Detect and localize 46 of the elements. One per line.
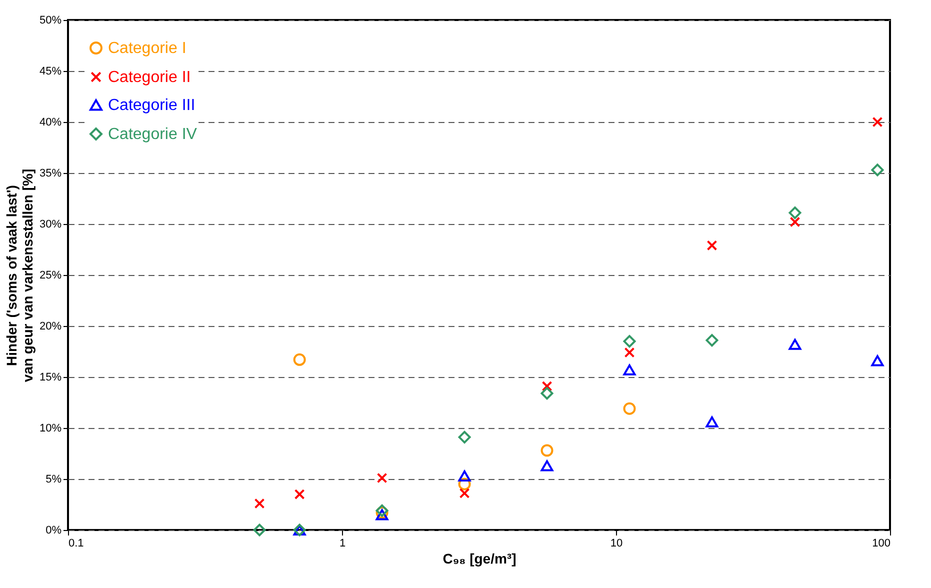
y-tick-label: 5% xyxy=(46,474,62,486)
point xyxy=(706,416,718,428)
y-tick-label: 20% xyxy=(39,320,62,332)
point xyxy=(706,240,718,251)
point xyxy=(540,460,554,472)
y-tick-label: 10% xyxy=(39,422,62,434)
point xyxy=(540,444,554,457)
point xyxy=(788,338,802,350)
point xyxy=(458,478,471,490)
y-tick-label: 45% xyxy=(39,66,62,78)
point xyxy=(623,402,636,415)
point xyxy=(871,164,884,176)
y-tick-label: 50% xyxy=(39,14,62,26)
point xyxy=(623,335,636,348)
point xyxy=(624,347,635,358)
point xyxy=(790,216,800,228)
point xyxy=(294,489,305,500)
y-tick-label: 35% xyxy=(39,168,62,180)
point xyxy=(872,116,883,128)
x-tick-label: 1 xyxy=(339,538,346,550)
x-tick-label: 10 xyxy=(610,538,623,550)
point xyxy=(540,387,554,400)
x-axis-title: C₉₈ [ge/m³] xyxy=(442,550,516,566)
point xyxy=(542,380,552,392)
point xyxy=(871,355,884,366)
y-tick-label: 40% xyxy=(39,116,62,128)
legend-label: Categorie II xyxy=(108,69,191,86)
point xyxy=(458,470,471,482)
x-tick-label: 0.1 xyxy=(68,538,84,550)
y-tick-label: 30% xyxy=(39,218,62,230)
point xyxy=(376,472,388,484)
legend-label: Categorie III xyxy=(108,97,196,114)
point xyxy=(706,334,718,347)
point xyxy=(293,353,306,366)
point xyxy=(458,430,471,444)
y-tick-label: 15% xyxy=(39,372,62,384)
legend-label: Categorie I xyxy=(108,40,186,57)
x-tick-label: 100 xyxy=(872,538,890,550)
point xyxy=(623,364,636,376)
y-axis-title: Hinder ('soms of vaak last') van geur van varkensstallen [%] xyxy=(3,168,36,382)
y-tick-label: 25% xyxy=(39,270,62,282)
legend-label: Categorie IV xyxy=(108,126,198,143)
y-tick-label: 0% xyxy=(46,524,62,536)
point xyxy=(376,509,388,520)
point xyxy=(459,488,470,498)
point xyxy=(788,206,802,220)
